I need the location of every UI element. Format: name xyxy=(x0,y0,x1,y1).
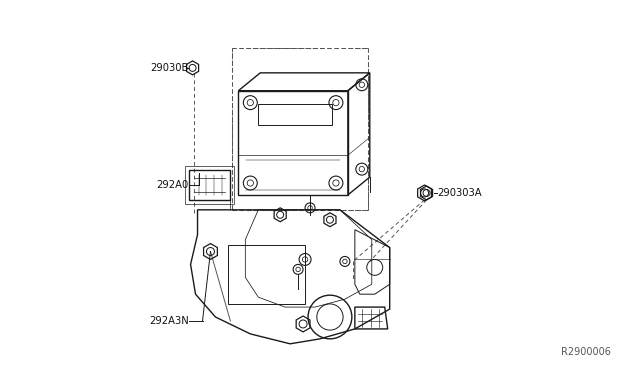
Text: R2900006: R2900006 xyxy=(561,347,611,357)
Text: 290303A: 290303A xyxy=(438,188,482,198)
Text: 292A0: 292A0 xyxy=(156,180,189,190)
Text: 292A3N: 292A3N xyxy=(149,316,189,326)
Text: 29030B: 29030B xyxy=(150,63,189,73)
